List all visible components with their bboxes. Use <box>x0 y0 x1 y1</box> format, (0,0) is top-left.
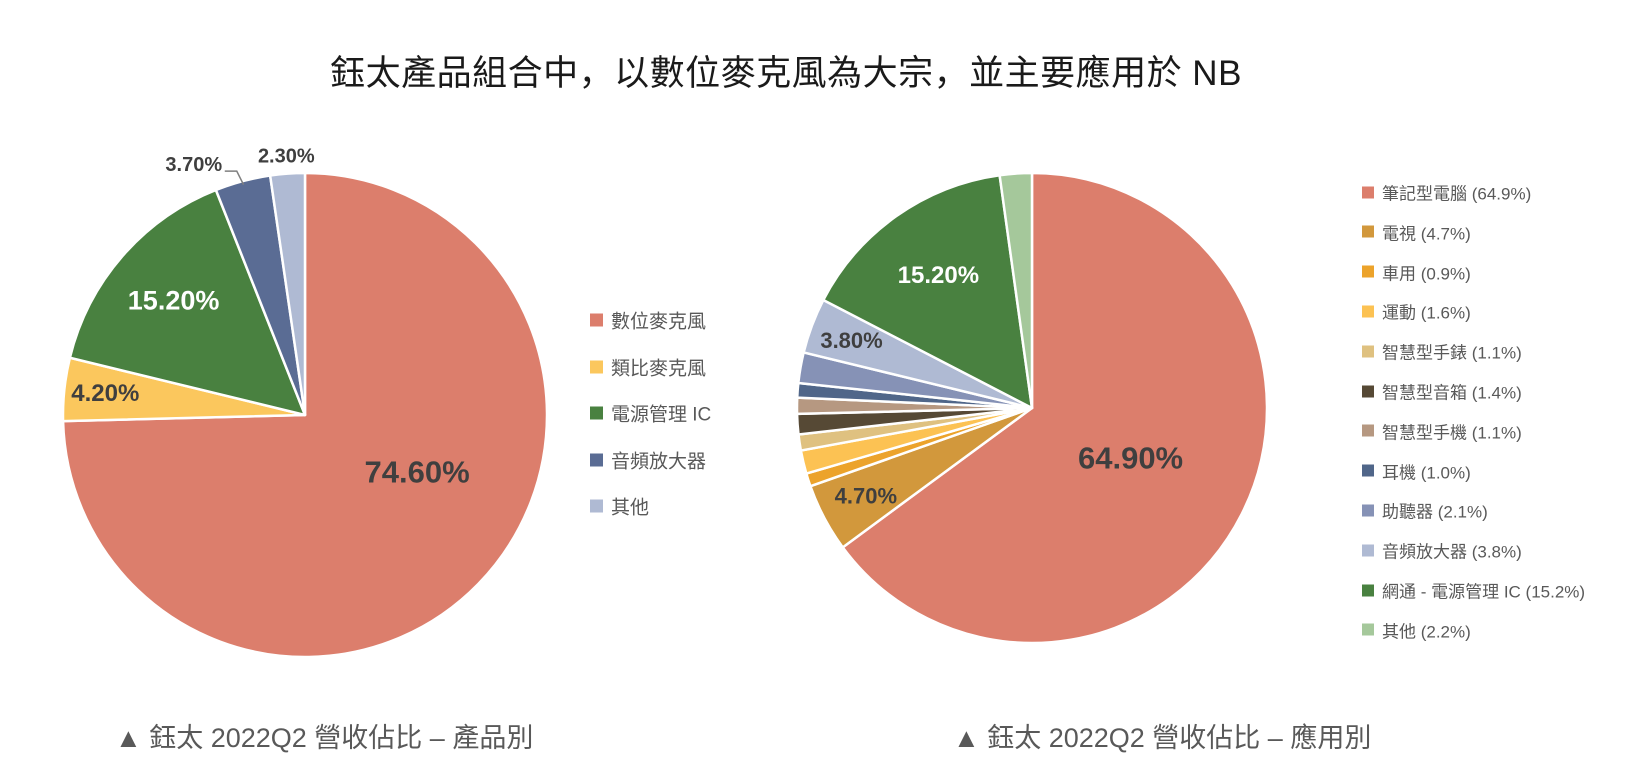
pie-products: 74.60% 4.20% 15.20% 3.70% 2.30% <box>61 146 549 659</box>
pie-slice <box>998 171 1034 410</box>
pie-slice <box>841 171 1269 645</box>
legend-item: 其他 <box>590 493 649 520</box>
legend-label: 類比麥克風 <box>611 358 707 379</box>
data-label: 15.20% <box>898 262 979 289</box>
legend-swatch-icon <box>1362 265 1374 278</box>
data-label: 74.60% <box>365 455 470 490</box>
pie-slice <box>268 171 307 417</box>
legend-label: 其他 <box>611 497 650 519</box>
legend-swatch-icon <box>590 313 603 327</box>
legend-label: 耳機 (1.0%) <box>1382 463 1471 483</box>
legend-item: 運動 (1.6%) <box>1362 299 1471 324</box>
legend-label: 車用 (0.9%) <box>1382 264 1471 284</box>
data-label: 3.70% <box>165 154 222 176</box>
pie-slice <box>68 188 307 417</box>
legend-swatch-icon <box>1362 186 1374 198</box>
legend-item: 音頻放大器 <box>590 446 706 473</box>
legend-item: 耳機 (1.0%) <box>1362 458 1471 483</box>
legend-swatch-icon <box>590 360 603 373</box>
legend-item: 音頻放大器 (3.8%) <box>1362 538 1522 563</box>
legend-item: 助聽器 (2.1%) <box>1362 498 1488 523</box>
data-label: 2.30% <box>258 146 315 168</box>
legend-label: 其他 (2.2%) <box>1382 622 1471 642</box>
legend-label: 數位麥克風 <box>611 311 707 333</box>
legend-item: 電源管理 IC <box>590 400 711 427</box>
data-label: 64.90% <box>1078 440 1183 475</box>
legend-label: 筆記型電腦 (64.9%) <box>1382 184 1532 204</box>
data-label: 4.20% <box>71 380 139 407</box>
legend-swatch-icon <box>590 499 603 513</box>
legend-swatch-icon <box>1362 345 1374 358</box>
legend-item: 智慧型手錶 (1.1%) <box>1362 339 1522 364</box>
chart-caption-applications: ▲ 鈺太 2022Q2 營收佔比 – 應用別 <box>953 723 1372 753</box>
legend-item: 電視 (4.7%) <box>1362 219 1471 244</box>
legend-swatch-icon <box>1362 584 1374 596</box>
legend-swatch-icon <box>1362 464 1374 477</box>
legend-label: 智慧型手機 (1.1%) <box>1382 423 1522 443</box>
legend-label: 助聽器 (2.1%) <box>1382 502 1488 522</box>
pie-applications: 64.90% 4.70% 3.80% 15.20% <box>795 171 1269 645</box>
label-leader-line <box>224 170 245 186</box>
legend-item: 其他 (2.2%) <box>1362 617 1471 642</box>
legend-label: 音頻放大器 (3.8%) <box>1382 542 1522 562</box>
legend-label: 智慧型手錶 (1.1%) <box>1382 343 1522 363</box>
legend-label: 音頻放大器 <box>611 451 707 472</box>
legend-swatch-icon <box>1362 424 1374 437</box>
data-label: 3.80% <box>820 328 882 353</box>
data-label: 15.20% <box>128 286 220 316</box>
legend-item: 類比麥克風 <box>590 353 706 380</box>
legend-label: 運動 (1.6%) <box>1382 303 1471 323</box>
page-title: 鈺太產品組合中，以數位麥克風為大宗，並主要應用於 NB <box>330 54 1242 94</box>
legend-item: 智慧型手機 (1.1%) <box>1362 418 1522 443</box>
legend-label: 智慧型音箱 (1.4%) <box>1382 383 1522 403</box>
legend-swatch-icon <box>590 453 603 466</box>
legend-item: 筆記型電腦 (64.9%) <box>1362 180 1531 205</box>
legend-item: 數位麥克風 <box>590 307 706 334</box>
legend-label: 電源管理 IC <box>611 404 712 426</box>
legend-swatch-icon <box>1362 305 1374 318</box>
legend-item: 網通 - 電源管理 IC (15.2%) <box>1362 578 1585 603</box>
legend-swatch-icon <box>1362 385 1374 397</box>
data-label: 4.70% <box>835 483 897 508</box>
legend-label: 網通 - 電源管理 IC (15.2%) <box>1382 582 1586 602</box>
legend-swatch-icon <box>1362 544 1374 557</box>
legend-swatch-icon <box>1362 623 1374 636</box>
legend-label: 電視 (4.7%) <box>1382 224 1471 244</box>
legend-item: 智慧型音箱 (1.4%) <box>1362 379 1522 404</box>
legend-swatch-icon <box>590 406 603 420</box>
pie-slice <box>822 173 1034 410</box>
legend-swatch-icon <box>1362 225 1374 238</box>
legend-swatch-icon <box>1362 504 1374 517</box>
chart-caption-products: ▲ 鈺太 2022Q2 營收佔比 – 產品別 <box>115 723 534 753</box>
legend-item: 車用 (0.9%) <box>1362 259 1471 284</box>
